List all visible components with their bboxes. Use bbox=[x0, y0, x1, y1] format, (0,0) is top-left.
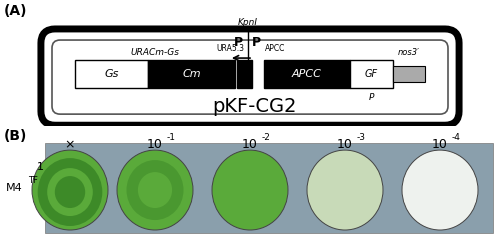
Ellipse shape bbox=[32, 150, 108, 230]
Bar bbox=[264, 60, 350, 88]
Text: GF: GF bbox=[365, 69, 378, 79]
Text: APCC: APCC bbox=[292, 69, 322, 79]
Ellipse shape bbox=[138, 172, 172, 208]
Text: (A): (A) bbox=[4, 4, 28, 18]
Text: TF: TF bbox=[28, 176, 38, 185]
Text: 1: 1 bbox=[36, 162, 44, 172]
Text: 10: 10 bbox=[432, 138, 448, 151]
Ellipse shape bbox=[38, 158, 102, 226]
Ellipse shape bbox=[212, 150, 288, 230]
Text: APCC: APCC bbox=[265, 44, 285, 53]
Text: -1: -1 bbox=[167, 133, 176, 142]
Bar bbox=[148, 60, 235, 88]
Text: URA5.3: URA5.3 bbox=[216, 44, 244, 53]
Text: (B): (B) bbox=[4, 129, 28, 143]
FancyBboxPatch shape bbox=[43, 31, 457, 123]
Text: pKF-CG2: pKF-CG2 bbox=[213, 97, 297, 116]
Text: nos3′: nos3′ bbox=[398, 48, 420, 57]
Text: Gs: Gs bbox=[104, 69, 118, 79]
Text: -2: -2 bbox=[262, 133, 271, 142]
Text: -4: -4 bbox=[452, 133, 461, 142]
Bar bbox=[75, 60, 148, 88]
Text: P: P bbox=[252, 35, 261, 49]
Text: P: P bbox=[369, 93, 374, 102]
Text: P: P bbox=[234, 35, 243, 49]
Text: -3: -3 bbox=[357, 133, 366, 142]
Ellipse shape bbox=[55, 176, 85, 208]
Text: KpnI: KpnI bbox=[238, 18, 258, 27]
FancyBboxPatch shape bbox=[43, 31, 457, 123]
Text: ×: × bbox=[65, 138, 75, 151]
Ellipse shape bbox=[307, 150, 383, 230]
Bar bbox=[393, 66, 425, 82]
Text: 10: 10 bbox=[337, 138, 353, 151]
Ellipse shape bbox=[47, 168, 93, 216]
Bar bbox=[45, 143, 493, 233]
Text: URACm-Gs: URACm-Gs bbox=[130, 48, 180, 57]
Bar bbox=[350, 60, 393, 88]
Text: Cm: Cm bbox=[182, 69, 201, 79]
Text: 10: 10 bbox=[147, 138, 163, 151]
Text: M4: M4 bbox=[6, 183, 23, 193]
Ellipse shape bbox=[117, 150, 193, 230]
Bar bbox=[237, 60, 252, 88]
Text: 10: 10 bbox=[242, 138, 258, 151]
Ellipse shape bbox=[402, 150, 478, 230]
Ellipse shape bbox=[126, 160, 184, 220]
